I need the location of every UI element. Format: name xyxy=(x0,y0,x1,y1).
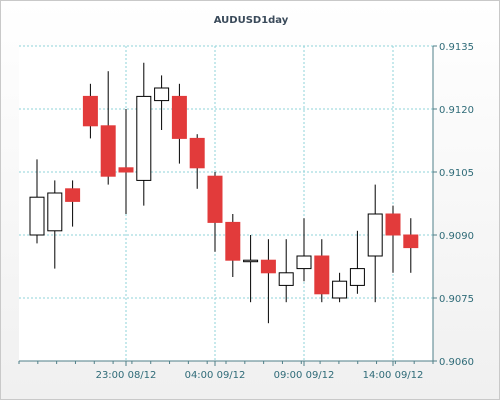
candle xyxy=(118,109,134,214)
candle xyxy=(278,239,294,303)
candle xyxy=(243,235,259,303)
x-axis-labels: 23:00 08/12 04:00 09/12 09:00 09/12 14:00 0… xyxy=(96,370,424,381)
candle xyxy=(260,239,276,324)
candle-body-down xyxy=(207,175,223,223)
candle-body-up xyxy=(278,272,294,286)
candle-body-down xyxy=(314,255,330,295)
candle-body-up xyxy=(154,87,170,102)
x-tick-label: 04:00 09/12 xyxy=(185,370,246,381)
candle xyxy=(82,83,98,139)
candle xyxy=(136,62,152,206)
candle xyxy=(207,172,223,252)
plot-area xyxy=(19,46,433,361)
candles xyxy=(29,62,419,324)
candle-body-down xyxy=(82,95,98,127)
candle xyxy=(385,205,401,273)
y-tick-label: 0.9075 xyxy=(439,294,474,305)
candle-body-up xyxy=(367,213,383,257)
candle-body-down xyxy=(189,137,205,169)
candle xyxy=(29,159,45,244)
chart-title: AUDUSD1day xyxy=(214,15,289,26)
x-tick-label: 09:00 09/12 xyxy=(274,370,335,381)
y-tick-label: 0.9090 xyxy=(439,231,474,242)
y-axis-labels: 0.9060 0.9075 0.9090 0.9105 0.9120 0.9135 xyxy=(439,42,474,368)
candle-body-up xyxy=(243,259,259,263)
y-tick-label: 0.9120 xyxy=(439,105,474,116)
axes xyxy=(18,45,437,366)
candle xyxy=(189,134,205,189)
candle-body-down xyxy=(225,221,241,261)
candle-body-up xyxy=(332,280,348,299)
candle-body-down xyxy=(65,188,81,202)
candle-body-down xyxy=(171,95,187,139)
candle-body-down xyxy=(385,213,401,236)
candle xyxy=(100,71,116,185)
candle-body-down xyxy=(118,167,134,173)
candle-body-up xyxy=(296,255,312,270)
candle xyxy=(154,75,170,130)
candle-body-up xyxy=(47,192,63,232)
candle-body-down xyxy=(100,125,116,177)
candle-body-down xyxy=(260,259,276,274)
candle xyxy=(314,239,330,303)
x-tick-label: 23:00 08/12 xyxy=(96,370,157,381)
candle xyxy=(332,272,348,303)
candle xyxy=(349,230,365,294)
candle-body-down xyxy=(403,234,419,249)
candle xyxy=(403,218,419,273)
candle-body-up xyxy=(29,196,45,236)
y-tick-label: 0.9135 xyxy=(439,42,474,53)
candle xyxy=(367,184,383,303)
y-tick-label: 0.9105 xyxy=(439,168,474,179)
candle xyxy=(171,83,187,164)
candle xyxy=(225,214,241,277)
candle-body-up xyxy=(136,95,152,181)
candle-body-up xyxy=(349,268,365,286)
candle xyxy=(296,218,312,282)
x-tick-label: 14:00 09/12 xyxy=(363,370,424,381)
candle xyxy=(47,180,63,269)
candle xyxy=(65,180,81,227)
y-tick-label: 0.9060 xyxy=(439,357,474,368)
